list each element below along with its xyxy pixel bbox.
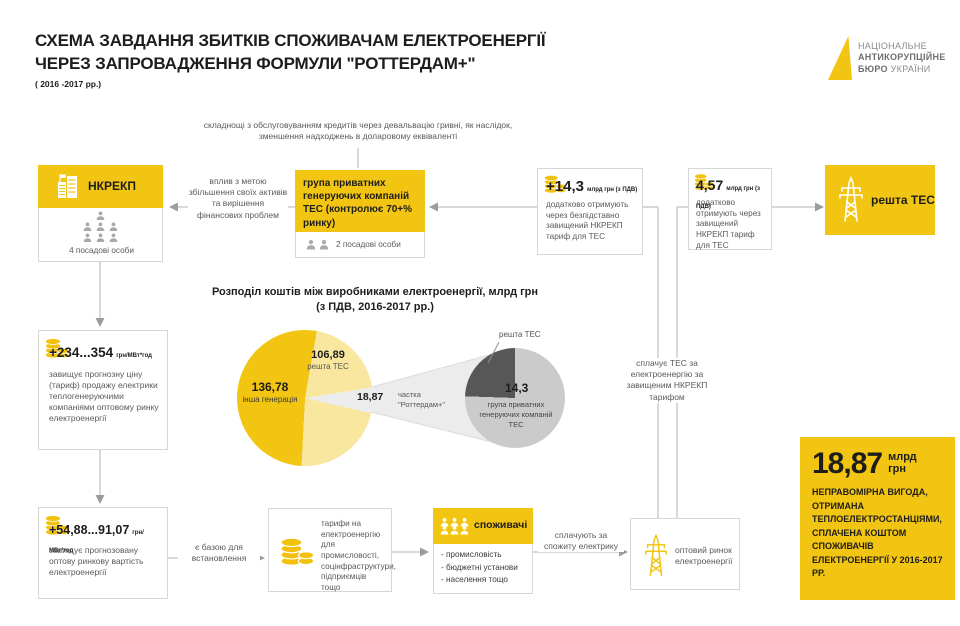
- consumers-item-1: - промисловість: [441, 550, 502, 559]
- logo-line-3-rest: УКРАЇНИ: [887, 63, 931, 74]
- result-unit: млрд грн: [888, 451, 917, 475]
- chart-title-line-1: Розподіл коштів між виробниками електрое…: [211, 286, 539, 298]
- nkrekp-officials: 4 посадові особи: [69, 246, 134, 255]
- result-text: НЕПРАВОМІРНА ВИГОДА, ОТРИМАНА ТЕПЛОЕЛЕКТ…: [812, 487, 943, 578]
- consumers-item-2: - бюджетні установи: [441, 562, 518, 572]
- pie-beam: [371, 352, 500, 444]
- pie1-main-label: інша генерація: [242, 395, 298, 404]
- wholesale-market-label: оптовий ринок електроенергії: [675, 545, 733, 567]
- consumers-header: споживачі: [433, 508, 533, 544]
- tariffs-text: тарифи на електроенергію для промисловос…: [321, 519, 396, 592]
- consumers-item-3: - населення тощо: [441, 575, 508, 585]
- pay-electricity-note: сплачують за спожиту електрику: [538, 530, 624, 553]
- gain-14-unit: млрд грн (з ПДВ): [586, 187, 638, 193]
- consumers-title: споживачі: [474, 519, 528, 531]
- tariff-wholesale-unit: грн/МВт*год: [49, 530, 144, 554]
- private-tes-group-body: 2 посадові особи: [295, 232, 425, 258]
- tariff-forecast-unit: грн/МВт*год: [116, 353, 152, 359]
- tariff-forecast-box: +234...354 грн/МВт*год завищує прогнозну …: [38, 330, 168, 450]
- rest-tes-box: решта ТЕС: [825, 165, 935, 235]
- logo-line-3-bold: БЮРО: [858, 63, 888, 74]
- title-line-2: ЧЕРЕЗ ЗАПРОВАДЖЕННЯ ФОРМУЛИ "РОТТЕРДАМ+": [35, 53, 476, 73]
- pie-main: [237, 330, 373, 466]
- pie2-value: 14,3: [505, 381, 529, 395]
- nkrekp-header: НКРЕКП: [38, 165, 163, 208]
- logo-line-1: НАЦІОНАЛЬНЕ: [858, 41, 927, 51]
- nabu-logo-text: НАЦІОНАЛЬНЕ АНТИКОРУПЦІЙНЕ БЮРО УКРАЇНИ: [858, 41, 946, 75]
- consumers-list: - промисловість - бюджетні установи - на…: [433, 544, 533, 594]
- pie2-label: група приватних генеруючих компаній ТЕС: [479, 400, 553, 429]
- nkrekp-body: 4 посадові особи: [38, 208, 163, 262]
- gain-14-value: +14,3: [546, 178, 584, 195]
- pylon-icon: [643, 528, 669, 582]
- gain-457-text: додатково отримують через завищений НКРЕ…: [696, 198, 761, 250]
- nkrekp-box: НКРЕКП 4 посадові особи: [38, 165, 163, 262]
- gain-457-value: 4,57: [696, 177, 724, 193]
- nkrekp-title: НКРЕКП: [88, 179, 136, 193]
- private-tes-group-box: група приватних генеруючих компаній ТЕС …: [295, 170, 425, 258]
- gain-457-box: 4,57 млрд грн (з ПДВ) додатково отримують…: [688, 168, 772, 250]
- two-people-icon: [306, 240, 329, 250]
- page-title: СХЕМА ЗАВДАННЯ ЗБИТКІВ СПОЖИВАЧАМ ЕЛЕКТР…: [35, 30, 546, 89]
- gain-457-unit: млрд грн (з ПДВ): [696, 186, 760, 210]
- group-officials: 2 посадові особи: [336, 240, 401, 249]
- pylon-icon: [837, 175, 865, 223]
- result-box: 18,87 млрд грн НЕПРАВОМІРНА ВИГОДА, ОТРИ…: [800, 437, 955, 600]
- people-pyramid-icon: [83, 211, 118, 242]
- pays-tes-note: сплачує ТЕС за електроенергію за завищен…: [612, 358, 722, 403]
- pie1-wedge-label: частка "Роттердам+": [398, 390, 446, 409]
- pie2-callout-label: решта ТЕС: [499, 330, 541, 339]
- pie1-main-value: 136,78: [251, 380, 289, 394]
- tariff-wholesale-text: завищує прогнозовану оптову ринкову варт…: [49, 545, 144, 578]
- result-value: 18,87: [812, 447, 883, 480]
- consumers-box: споживачі - промисловість - бюджетні уст…: [433, 508, 533, 594]
- coins-icon: [279, 533, 315, 567]
- private-tes-group-header: група приватних генеруючих компаній ТЕС …: [295, 170, 425, 232]
- building-icon: [54, 172, 82, 200]
- credit-note: складнощі з обслуговуванням кредитів чер…: [198, 120, 518, 143]
- tariff-wholesale-value: +54,88...91,07: [49, 523, 130, 537]
- base-note: є базою для встановлення: [178, 542, 260, 565]
- title-period: ( 2016 -2017 рр.): [35, 78, 102, 89]
- rest-tes-label: решта ТЕС: [871, 193, 935, 207]
- pie1-wedge-value: 18,87: [357, 391, 384, 403]
- tariff-forecast-text: завищує прогнозну ціну (тариф) продажу е…: [49, 369, 159, 424]
- logo-line-2: АНТИКОРУПЦІЙНЕ: [858, 52, 946, 63]
- chart-title-line-2: (з ПДВ, 2016-2017 рр.): [316, 300, 434, 313]
- wholesale-market-box: оптовий ринок електроенергії: [630, 518, 740, 590]
- tariffs-box: тарифи на електроенергію для промисловос…: [268, 508, 396, 592]
- tariff-wholesale-box: +54,88...91,07 грн/МВт*год завищує прогно…: [38, 507, 168, 599]
- gain-14-box: +14,3 млрд грн (з ПДВ) додатково отримуют…: [537, 168, 643, 255]
- tariff-forecast-value: +234...354: [49, 345, 114, 360]
- consumers-people-icon: [440, 517, 469, 535]
- private-tes-group-title: група приватних генеруючих компаній ТЕС …: [303, 178, 413, 229]
- gain-14-text: додатково отримують через безпідставно з…: [546, 200, 629, 241]
- title-line-1: СХЕМА ЗАВДАННЯ ЗБИТКІВ СПОЖИВАЧАМ ЕЛЕКТР…: [35, 31, 546, 50]
- pie1-second-label: решта ТЕС: [307, 362, 349, 371]
- chart-title: Розподіл коштів між виробниками електрое…: [195, 285, 555, 315]
- pie-detail: [465, 348, 565, 448]
- influence-note: вплив з метою збільшення своїх активів т…: [188, 176, 288, 221]
- pie1-second-value: 106,89: [311, 349, 345, 361]
